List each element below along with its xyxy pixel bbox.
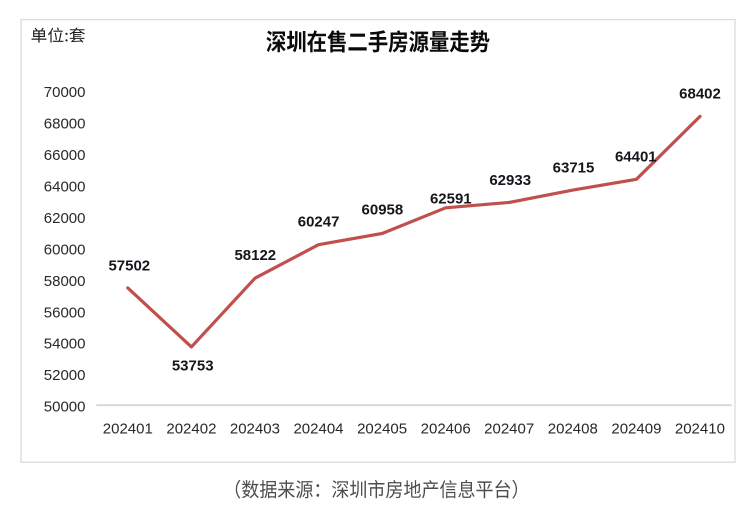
svg-text:202407: 202407: [484, 420, 534, 437]
svg-text:68402: 68402: [679, 86, 721, 103]
svg-text:202403: 202403: [230, 420, 280, 437]
svg-text:62591: 62591: [430, 190, 472, 207]
svg-text:62000: 62000: [44, 210, 86, 227]
svg-text:58000: 58000: [44, 273, 86, 290]
svg-text:202404: 202404: [293, 420, 343, 437]
svg-text:50000: 50000: [44, 399, 86, 416]
svg-text:60958: 60958: [362, 202, 404, 219]
svg-text:60000: 60000: [44, 241, 86, 258]
svg-text:202401: 202401: [103, 420, 153, 437]
svg-text:62933: 62933: [489, 172, 531, 189]
svg-text:202409: 202409: [611, 420, 661, 437]
svg-text:202406: 202406: [421, 420, 471, 437]
svg-text:57502: 57502: [108, 258, 150, 275]
svg-text:70000: 70000: [44, 84, 86, 101]
svg-text:202410: 202410: [675, 420, 725, 437]
svg-text:66000: 66000: [44, 147, 86, 164]
svg-text:202405: 202405: [357, 420, 407, 437]
svg-text:64401: 64401: [615, 148, 657, 165]
svg-text:63715: 63715: [553, 160, 595, 177]
svg-text:52000: 52000: [44, 367, 86, 384]
svg-text:202402: 202402: [166, 420, 216, 437]
svg-text:68000: 68000: [44, 115, 86, 132]
svg-text:53753: 53753: [172, 358, 214, 375]
svg-text:64000: 64000: [44, 178, 86, 195]
svg-text:54000: 54000: [44, 336, 86, 353]
svg-text:60247: 60247: [298, 213, 340, 230]
svg-text:202408: 202408: [548, 420, 598, 437]
svg-text:56000: 56000: [44, 304, 86, 321]
svg-text:58122: 58122: [234, 247, 276, 264]
